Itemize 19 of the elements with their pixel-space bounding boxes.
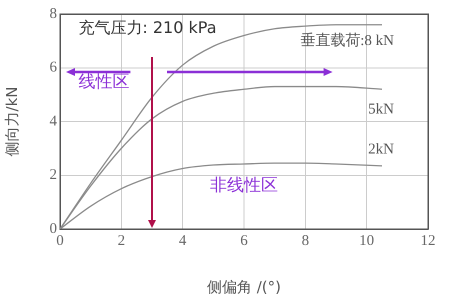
- annotation: 非线性区: [210, 175, 278, 196]
- x-tick-label: 12: [420, 232, 436, 249]
- series-label: 5kN: [368, 101, 394, 118]
- y-tick-label: 2: [50, 167, 57, 184]
- y-tick-label: 6: [50, 60, 58, 76]
- annotation: 充气压力: 210 kPa: [78, 18, 217, 38]
- y-axis-title: 侧向力/kN: [2, 86, 21, 156]
- y-tick-label: 8: [50, 6, 57, 22]
- series-label: 2kN: [368, 142, 394, 158]
- annotation: 线性区: [78, 72, 130, 92]
- x-tick-label: 2: [118, 232, 126, 249]
- x-tick-label: 10: [359, 232, 374, 249]
- x-tick-label: 6: [240, 232, 248, 249]
- x-tick-label: 4: [178, 232, 187, 249]
- y-tick-label: 4: [50, 113, 58, 130]
- x-tick-label: 8: [302, 232, 310, 249]
- x-axis-title: 侧偏角 /(°): [206, 278, 282, 296]
- y-tick-label: 0: [50, 220, 57, 237]
- series-label: 垂直载荷:8 kN: [300, 32, 394, 49]
